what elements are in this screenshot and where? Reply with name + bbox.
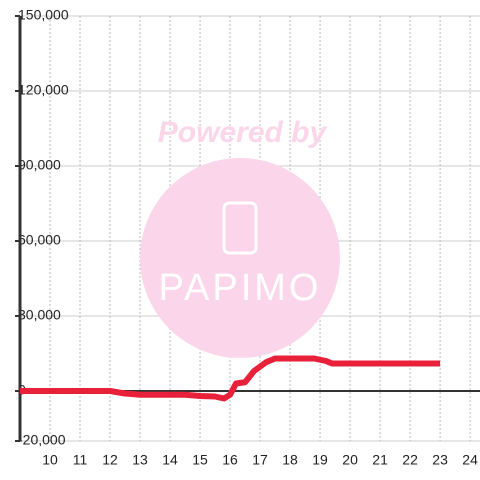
y-tick-label: 90,000 (18, 157, 61, 173)
y-tick-label: 120,000 (18, 82, 69, 98)
x-tick-label: 12 (102, 452, 118, 468)
x-tick-label: 23 (432, 452, 448, 468)
x-tick-label: 16 (222, 452, 238, 468)
y-tick-label: 150,000 (18, 7, 69, 23)
x-tick-label: 10 (42, 452, 58, 468)
watermark-icon (222, 201, 258, 255)
y-tick-label: 30,000 (18, 307, 61, 323)
x-tick-label: 24 (462, 452, 478, 468)
watermark-text: Powered by (158, 116, 328, 149)
x-tick-label: 18 (282, 452, 298, 468)
series-line (20, 355, 441, 402)
x-tick-label: 20 (342, 452, 358, 468)
x-tick-label: 19 (312, 452, 328, 468)
x-tick-label: 13 (132, 452, 148, 468)
x-tick-label: 15 (192, 452, 208, 468)
watermark-circle (140, 158, 340, 358)
x-tick-label: 11 (73, 452, 88, 468)
y-tick-label: -20,000 (18, 432, 66, 448)
x-tick-label: 17 (252, 452, 268, 468)
watermark-logo: PAPIMO (159, 267, 322, 309)
x-tick-label: 21 (372, 452, 388, 468)
y-tick-label: 60,000 (18, 232, 61, 248)
x-tick-label: 22 (402, 452, 418, 468)
x-tick-label: 14 (162, 452, 178, 468)
